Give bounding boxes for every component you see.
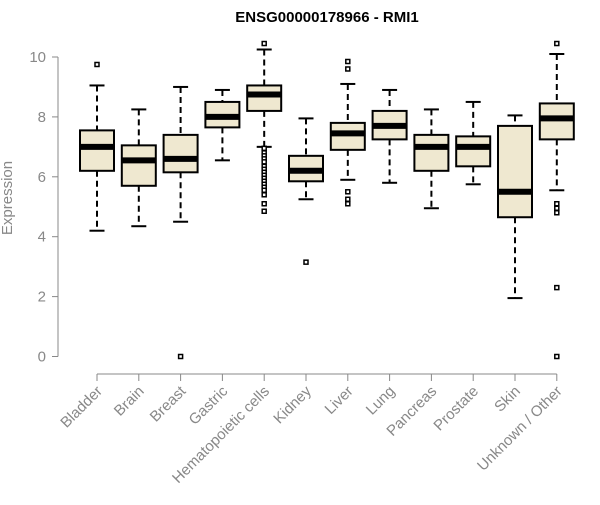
x-tick-label: Kidney [270, 382, 315, 427]
box-gastric [204, 88, 241, 162]
box-brain [120, 108, 157, 228]
outlier-point [554, 201, 560, 207]
box-kidney [288, 117, 324, 265]
y-tick-label: 6 [38, 169, 46, 186]
x-tick-label: Breast [147, 382, 190, 425]
outlier-point [345, 66, 351, 72]
y-tick-label: 8 [38, 109, 46, 126]
outlier-point [554, 205, 560, 211]
iqr-box [413, 133, 450, 172]
iqr-box [246, 84, 283, 112]
x-tick-label: Brain [111, 383, 148, 420]
outlier-point [261, 145, 267, 152]
outlier-point [177, 353, 184, 360]
iqr-box [120, 144, 157, 187]
x-tick-label: Bladder [57, 383, 106, 432]
outlier-point [345, 58, 351, 65]
outlier-point [261, 187, 267, 194]
x-tick-label: Prostate [430, 383, 482, 435]
outlier-point [261, 40, 267, 47]
x-tick-label: Lung [363, 383, 399, 419]
y-axis-title: Expression [0, 161, 16, 235]
outlier-point [554, 209, 560, 216]
outlier-point [554, 40, 560, 47]
y-tick-label: 4 [38, 229, 46, 246]
outlier-point [345, 189, 351, 195]
box-skin [497, 114, 533, 300]
box-bladder [79, 61, 115, 232]
chart-title: ENSG00000178966 - RMI1 [235, 9, 418, 26]
outlier-point [345, 201, 351, 207]
outlier-point [345, 196, 351, 203]
outlier-point [261, 192, 267, 198]
outlier-point [261, 208, 267, 214]
outlier-point [261, 201, 267, 207]
outlier-point [554, 353, 560, 360]
outlier-point [554, 284, 560, 291]
iqr-box [455, 135, 492, 168]
outlier-point [303, 259, 309, 265]
x-tick-label: Liver [322, 383, 357, 418]
y-tick-label: 0 [38, 349, 46, 366]
box-hematopoietic-cells [246, 40, 283, 214]
iqr-box [162, 133, 199, 174]
box-breast [162, 85, 199, 360]
box-lung [371, 88, 408, 184]
outlier-point [94, 61, 100, 68]
box-liver [329, 58, 366, 207]
box-unknown-other [538, 40, 575, 360]
iqr-box [497, 124, 533, 219]
y-tick-label: 2 [38, 289, 46, 306]
box-pancreas [413, 108, 450, 210]
iqr-box [79, 129, 115, 172]
box-series [79, 40, 575, 360]
y-tick-label: 10 [29, 49, 46, 66]
box-prostate [455, 100, 492, 186]
y-axis: 0 2 4 6 8 10 [29, 49, 59, 366]
x-tick-label: Skin [491, 383, 524, 416]
outlier-point [261, 159, 267, 165]
